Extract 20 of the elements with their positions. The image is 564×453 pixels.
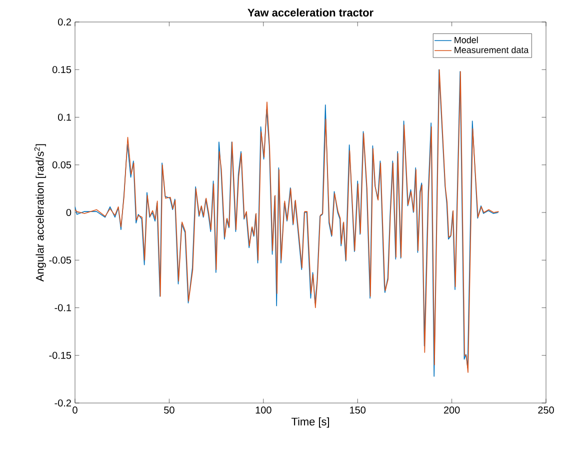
legend-label: Measurement data <box>454 46 529 54</box>
y-tick-label: 0.1 <box>58 114 72 121</box>
y-tick-label: -0.2 <box>54 399 71 407</box>
y-tick-label: -0.15 <box>49 352 72 359</box>
y-tick-label: 0 <box>66 208 72 216</box>
x-tick-label: 0 <box>72 406 78 414</box>
y-tick-label: 0.2 <box>58 18 71 26</box>
x-tick-label: 50 <box>164 406 174 414</box>
x-tick-label: 150 <box>350 406 366 414</box>
x-tick-label: 200 <box>444 406 460 414</box>
chart-title: Yaw acceleration tractor <box>248 8 374 16</box>
y-tick-label: 0.15 <box>52 66 72 74</box>
legend-label: Model <box>454 36 478 44</box>
y-tick-label: -0.1 <box>54 304 72 312</box>
x-tick-label: 100 <box>256 406 272 414</box>
x-axis-title: Time [s] <box>291 417 329 428</box>
y-tick-label: -0.05 <box>49 256 72 264</box>
y-axis-title: Angular acceleration [rad/s$^{2}$] <box>34 144 46 282</box>
y-tick-label: 0.05 <box>52 161 72 168</box>
x-tick-label: 250 <box>538 406 554 414</box>
